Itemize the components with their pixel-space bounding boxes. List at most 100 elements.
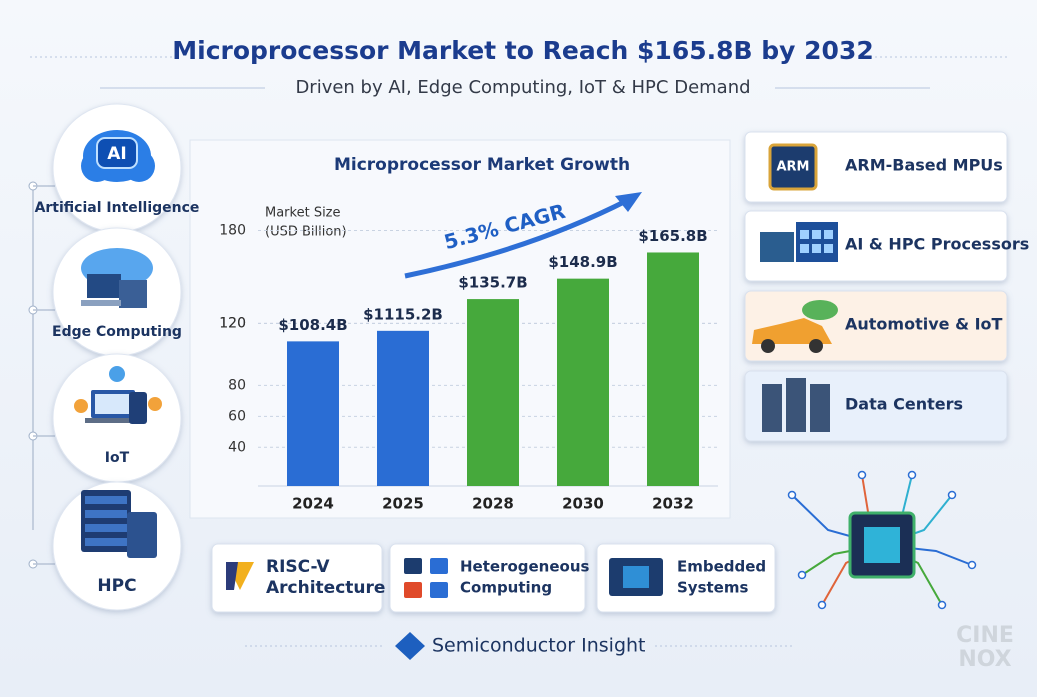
x-tick-label: 2028 (472, 495, 514, 513)
feature-label: AI & HPC Processors (845, 235, 1029, 254)
laptop-screen (95, 394, 131, 414)
cagr-arrowhead (615, 192, 642, 212)
chart-panel (189, 139, 731, 519)
value-label: $108.4B (278, 316, 347, 334)
x-tick-label: 2030 (562, 495, 604, 513)
riscv-logo (226, 562, 238, 590)
y-tick-label: 60 (228, 408, 246, 424)
circuit-node (907, 470, 917, 480)
bar (647, 252, 699, 486)
y-tick-label: 120 (219, 315, 246, 331)
chip-core (864, 527, 900, 563)
feature-label: Data Centers (845, 395, 963, 414)
bar (287, 341, 339, 486)
bubble (109, 366, 125, 382)
bubble (74, 399, 88, 413)
x-tick-label: 2025 (382, 495, 424, 513)
y-tick-label: 40 (228, 439, 246, 455)
cloud (802, 300, 838, 320)
tech-label: Embedded (677, 558, 766, 576)
y-axis-label: Market Size (265, 206, 341, 221)
wheel (761, 339, 775, 353)
rack-slot (85, 496, 127, 504)
key (800, 230, 809, 239)
brand: Semiconductor Insight (432, 635, 646, 657)
x-tick-label: 2024 (292, 495, 334, 513)
item-label: Edge Computing (52, 324, 182, 340)
chip (430, 558, 448, 574)
x-tick-label: 2032 (652, 495, 694, 513)
bar (557, 278, 609, 486)
icon-text: ARM (776, 160, 809, 175)
bar (467, 299, 519, 486)
tech-label: RISC-V (266, 557, 330, 577)
phone (129, 392, 147, 424)
circuit-node (817, 600, 827, 610)
watermark: NOX (958, 647, 1011, 672)
y-tick-label: 120 (219, 315, 246, 331)
y-axis-label: (USD Billion) (265, 225, 347, 240)
y-tick-label: 80 (228, 377, 246, 393)
circuit-node (787, 490, 797, 500)
y-tick-label: 180 (219, 222, 246, 238)
circuit-node (967, 560, 977, 570)
board (760, 232, 794, 262)
car (752, 318, 832, 344)
rack (786, 378, 806, 432)
cagr-arrow (404, 197, 630, 279)
base (81, 300, 121, 306)
chip (768, 143, 818, 191)
circuit-node (857, 470, 867, 480)
value-label: $1115.2B (363, 305, 443, 323)
bar (377, 330, 429, 486)
tech-card (211, 543, 383, 613)
rack (810, 384, 830, 432)
server (87, 274, 121, 298)
key (812, 230, 821, 239)
tech-label: Architecture (266, 578, 385, 598)
chip (430, 582, 448, 598)
rack-slot (85, 510, 127, 518)
key (824, 230, 833, 239)
item-label: HPC (97, 576, 136, 596)
brand-logo (395, 632, 425, 660)
circuit-node (797, 570, 807, 580)
server (119, 280, 147, 308)
rack-slot (85, 538, 127, 546)
rack-slot (85, 524, 127, 532)
rack (762, 384, 782, 432)
wheel (809, 339, 823, 353)
chart-title: Microprocessor Market Growth (334, 155, 630, 175)
key (800, 244, 809, 253)
tech-label: Systems (677, 579, 748, 597)
value-label: $165.8B (638, 227, 707, 245)
feature-label: Automotive & IoT (845, 315, 1003, 334)
rack (127, 512, 157, 558)
board (796, 222, 838, 262)
rack (81, 490, 131, 552)
feature-label: ARM-Based MPUs (845, 156, 1003, 175)
watermark: CINE (956, 623, 1014, 648)
chip (404, 582, 422, 598)
value-label: $135.7B (458, 274, 527, 292)
chip (623, 566, 649, 588)
item-label: Artificial Intelligence (35, 200, 200, 216)
key (812, 244, 821, 253)
title: Microprocessor Market to Reach $165.8B b… (172, 36, 874, 65)
tech-label: Heterogeneous (460, 558, 590, 576)
bubble (148, 397, 162, 411)
tech-label: Computing (460, 579, 552, 597)
subtitle: Driven by AI, Edge Computing, IoT & HPC … (295, 77, 750, 98)
circuit-node (937, 600, 947, 610)
circuit-node (947, 490, 957, 500)
laptop-base (85, 418, 141, 423)
item-label: IoT (105, 450, 130, 466)
ai-badge (96, 137, 138, 169)
value-label: $148.9B (548, 253, 617, 271)
content: AI Artificial Intelligence Edge Computing I… (28, 103, 1029, 672)
icon-text: AI (107, 144, 126, 164)
chip (404, 558, 422, 574)
key (824, 244, 833, 253)
